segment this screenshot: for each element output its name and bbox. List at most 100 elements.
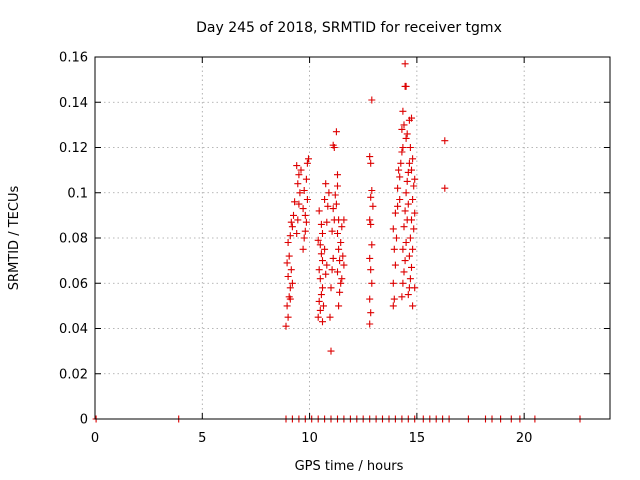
data-point xyxy=(396,196,404,203)
data-point xyxy=(334,230,341,237)
data-point xyxy=(337,279,345,287)
data-point xyxy=(287,266,295,274)
data-point xyxy=(366,153,374,161)
data-point xyxy=(366,216,374,224)
x-tick-label: 15 xyxy=(409,431,426,446)
data-point xyxy=(389,279,397,287)
data-point xyxy=(367,159,375,167)
data-point xyxy=(389,302,397,310)
data-point xyxy=(300,234,308,242)
data-point xyxy=(400,223,408,231)
data-point xyxy=(391,209,399,217)
data-point xyxy=(399,245,407,253)
data-point xyxy=(441,137,449,145)
data-point xyxy=(328,227,336,235)
data-point xyxy=(396,173,404,181)
data-point xyxy=(283,302,291,310)
data-point xyxy=(322,270,330,278)
data-point xyxy=(399,107,407,115)
data-point xyxy=(327,284,335,292)
data-point xyxy=(314,313,322,321)
data-point xyxy=(340,261,348,269)
data-point xyxy=(319,230,326,237)
data-point xyxy=(441,184,449,192)
data-point xyxy=(290,211,297,219)
data-point xyxy=(293,162,301,170)
data-point xyxy=(408,114,415,122)
data-point xyxy=(405,252,413,260)
data-point xyxy=(329,141,337,149)
data-point xyxy=(320,302,327,310)
data-point xyxy=(394,184,402,192)
data-point xyxy=(395,166,403,174)
y-tick-label: 0.06 xyxy=(59,277,88,292)
data-point xyxy=(411,209,419,217)
data-point xyxy=(366,254,374,262)
y-axis-label: SRMTID / TECUs xyxy=(7,186,22,291)
data-point xyxy=(319,318,326,326)
data-point xyxy=(334,268,341,276)
data-point xyxy=(389,225,397,233)
data-point xyxy=(315,266,323,274)
data-point xyxy=(299,245,307,253)
data-point xyxy=(326,313,334,321)
data-point xyxy=(368,279,376,287)
data-point xyxy=(408,166,415,174)
x-tick-label: 5 xyxy=(198,431,206,446)
data-point xyxy=(316,306,324,314)
x-tick-labels: 0 5 10 15 20 xyxy=(91,431,533,446)
data-point xyxy=(399,279,407,287)
data-point xyxy=(391,261,399,269)
data-point xyxy=(314,236,322,244)
data-points xyxy=(92,60,584,423)
data-point xyxy=(393,234,400,242)
data-point xyxy=(339,252,347,260)
data-point xyxy=(398,148,406,156)
data-point xyxy=(397,159,405,167)
data-point xyxy=(390,295,398,303)
data-point xyxy=(366,320,374,328)
data-point xyxy=(331,191,339,199)
data-point xyxy=(411,175,419,183)
x-tick-label: 20 xyxy=(516,431,533,446)
y-tick-label: 0.04 xyxy=(59,322,88,337)
data-point xyxy=(399,144,407,151)
x-tick-label: 10 xyxy=(301,431,318,446)
data-point xyxy=(286,295,294,303)
data-point xyxy=(305,155,312,163)
data-point xyxy=(337,239,345,246)
data-point xyxy=(400,268,408,276)
data-point xyxy=(323,261,331,269)
y-tick-label: 0.14 xyxy=(59,96,88,111)
data-point xyxy=(284,313,292,321)
data-point xyxy=(302,175,310,183)
y-tick-label: 0.16 xyxy=(59,51,88,66)
data-point xyxy=(294,180,302,188)
data-point xyxy=(315,297,323,305)
data-point xyxy=(408,263,415,271)
data-point xyxy=(336,257,344,265)
data-point xyxy=(296,189,304,197)
data-point xyxy=(288,279,296,287)
data-point xyxy=(325,189,333,197)
data-point xyxy=(299,205,307,213)
y-tick-labels: 0 0.02 0.04 0.06 0.08 0.1 0.12 0.14 0.16 xyxy=(59,51,88,428)
data-point xyxy=(316,241,324,249)
chart-title: Day 245 of 2018, SRMTID for receiver tgm… xyxy=(196,20,502,36)
data-point xyxy=(291,198,299,206)
data-point xyxy=(409,245,417,253)
data-point xyxy=(406,234,414,242)
data-point xyxy=(282,322,290,330)
data-point xyxy=(398,293,406,301)
data-point xyxy=(402,82,410,90)
data-point xyxy=(317,250,325,258)
data-point xyxy=(408,216,415,224)
data-point xyxy=(301,227,309,235)
data-point xyxy=(402,189,410,197)
data-point xyxy=(403,177,411,185)
data-point xyxy=(327,347,335,355)
data-point xyxy=(334,182,341,190)
data-point xyxy=(288,223,296,231)
data-point xyxy=(284,239,292,246)
